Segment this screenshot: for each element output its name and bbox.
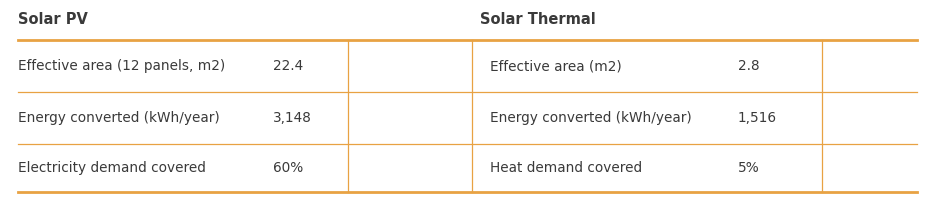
Text: Energy converted (kWh/year): Energy converted (kWh/year) bbox=[18, 111, 220, 125]
Text: Solar Thermal: Solar Thermal bbox=[480, 12, 596, 27]
Text: 2.8: 2.8 bbox=[738, 59, 759, 73]
Text: 22.4: 22.4 bbox=[273, 59, 303, 73]
Text: Effective area (m2): Effective area (m2) bbox=[490, 59, 622, 73]
Text: 60%: 60% bbox=[273, 161, 303, 175]
Text: 3,148: 3,148 bbox=[273, 111, 312, 125]
Text: 1,516: 1,516 bbox=[738, 111, 777, 125]
Text: 5%: 5% bbox=[738, 161, 760, 175]
Text: Heat demand covered: Heat demand covered bbox=[490, 161, 642, 175]
Text: Solar PV: Solar PV bbox=[18, 12, 88, 27]
Text: Energy converted (kWh/year): Energy converted (kWh/year) bbox=[490, 111, 692, 125]
Text: Electricity demand covered: Electricity demand covered bbox=[18, 161, 206, 175]
Text: Effective area (12 panels, m2): Effective area (12 panels, m2) bbox=[18, 59, 225, 73]
